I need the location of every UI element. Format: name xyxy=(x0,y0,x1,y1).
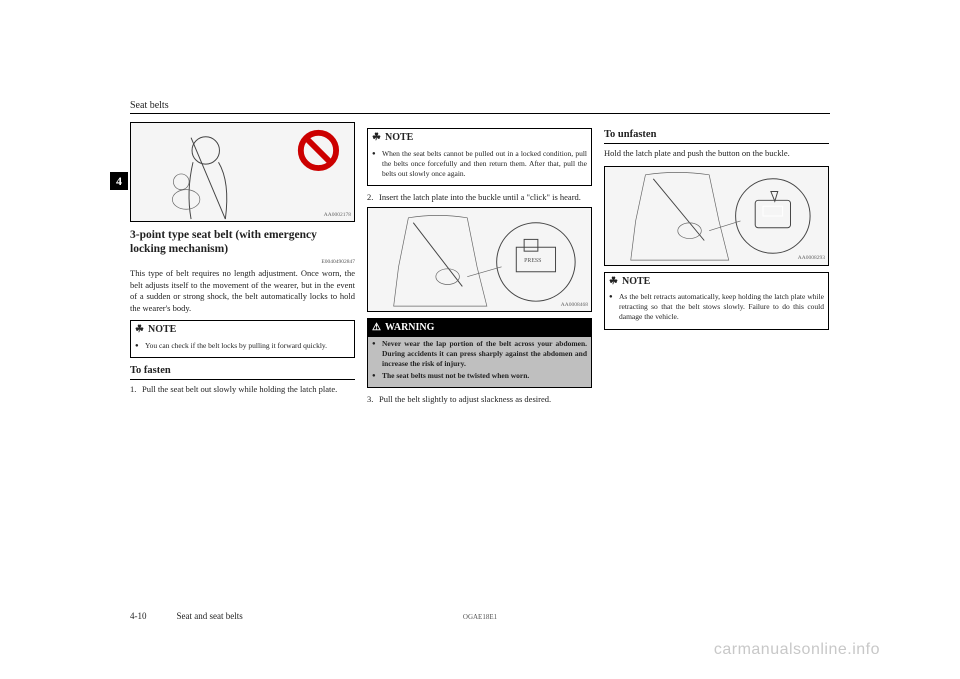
note-body: You can check if the belt locks by pulli… xyxy=(131,339,354,357)
illustration-buckle: PRESS AA0008468 xyxy=(367,207,592,312)
step-1: 1. Pull the seat belt out slowly while h… xyxy=(130,384,355,395)
watermark: carmanualsonline.info xyxy=(714,641,880,659)
step-text: Insert the latch plate into the buckle u… xyxy=(379,192,581,202)
warning-item: Never wear the lap portion of the belt a… xyxy=(372,339,587,369)
illustration-code: AA0002178 xyxy=(324,212,351,219)
step-text: Pull the belt slightly to adjust slackne… xyxy=(379,394,551,404)
column-3: To unfasten Hold the latch plate and pus… xyxy=(604,122,829,410)
note-head: ☘ NOTE xyxy=(131,321,354,339)
svg-text:PRESS: PRESS xyxy=(524,258,541,264)
chapter-name: Seat and seat belts xyxy=(177,611,243,621)
body-text: Hold the latch plate and push the button… xyxy=(604,148,829,159)
illustration-code: AA0008468 xyxy=(561,302,588,309)
column-1: AA0002178 3-point type seat belt (with e… xyxy=(130,122,355,410)
leaf-icon: ☘ xyxy=(372,131,381,145)
subtitle-to-unfasten: To unfasten xyxy=(604,128,829,144)
warning-head: ⚠ WARNING xyxy=(368,319,591,337)
warning-icon: ⚠ xyxy=(372,321,381,335)
illustration-unfasten: AA0008293 xyxy=(604,166,829,266)
step-num: 3. xyxy=(367,394,373,405)
note-body: When the seat belts cannot be pulled out… xyxy=(368,147,591,185)
note-item: You can check if the belt locks by pulli… xyxy=(135,341,350,351)
doc-code: OGAE18E1 xyxy=(463,613,497,621)
leaf-icon: ☘ xyxy=(609,275,618,289)
column-2: ☘ NOTE When the seat belts cannot be pul… xyxy=(367,122,592,410)
heading-3point-belt: 3-point type seat belt (with emergency l… xyxy=(130,228,355,257)
note-item: When the seat belts cannot be pulled out… xyxy=(372,149,587,179)
note-label: NOTE xyxy=(385,131,413,145)
note-callout-top: ☘ NOTE When the seat belts cannot be pul… xyxy=(367,128,592,186)
note-body: As the belt retracts automatically, keep… xyxy=(605,290,828,328)
step-2: 2. Insert the latch plate into the buckl… xyxy=(367,192,592,203)
note-item: As the belt retracts automatically, keep… xyxy=(609,292,824,322)
columns: AA0002178 3-point type seat belt (with e… xyxy=(130,122,830,410)
page-content: Seat belts AA0002178 xyxy=(130,100,830,410)
warning-label: WARNING xyxy=(385,321,434,335)
page-number: 4-10 xyxy=(130,611,147,621)
body-text: This type of belt requires no length adj… xyxy=(130,268,355,314)
chapter-tab: 4 xyxy=(110,172,128,190)
note-head: ☘ NOTE xyxy=(368,129,591,147)
illustration-baby-seatbelt: AA0002178 xyxy=(130,122,355,222)
note-callout: ☘ NOTE You can check if the belt locks b… xyxy=(130,320,355,358)
illustration-code: AA0008293 xyxy=(798,255,825,262)
note-label: NOTE xyxy=(622,275,650,289)
step-num: 1. xyxy=(130,384,136,395)
leaf-icon: ☘ xyxy=(135,323,144,337)
heading-code: E00404902847 xyxy=(130,259,355,266)
warning-item: The seat belts must not be twisted when … xyxy=(372,371,587,381)
subtitle-to-fasten: To fasten xyxy=(130,364,355,380)
running-header: Seat belts xyxy=(130,100,830,114)
step-text: Pull the seat belt out slowly while hold… xyxy=(142,384,337,394)
note-label: NOTE xyxy=(148,323,176,337)
warning-body: Never wear the lap portion of the belt a… xyxy=(368,337,591,388)
warning-callout: ⚠ WARNING Never wear the lap portion of … xyxy=(367,318,592,388)
step-3: 3. Pull the belt slightly to adjust slac… xyxy=(367,394,592,405)
step-num: 2. xyxy=(367,192,373,203)
note-head: ☘ NOTE xyxy=(605,273,828,291)
note-callout: ☘ NOTE As the belt retracts automaticall… xyxy=(604,272,829,330)
